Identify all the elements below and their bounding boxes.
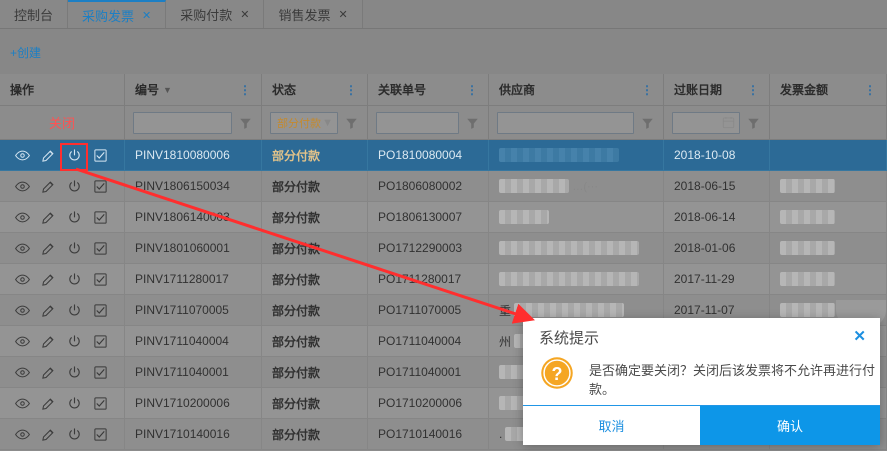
- svg-text:?: ?: [552, 364, 563, 384]
